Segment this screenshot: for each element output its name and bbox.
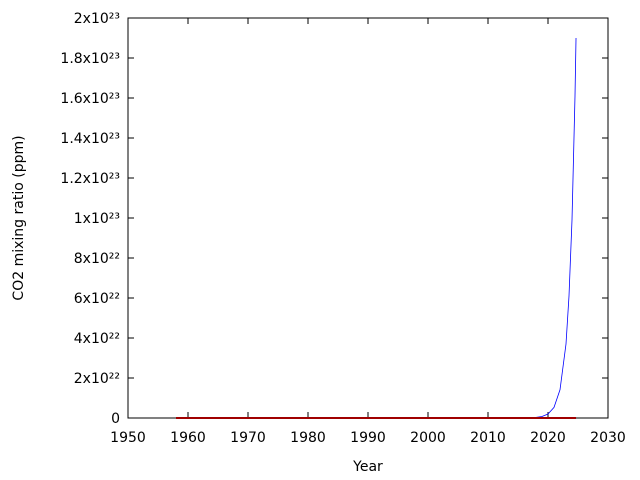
y-tick-label: 1.8x10²³	[60, 51, 120, 67]
y-tick-label: 1.4x10²³	[60, 131, 120, 147]
y-tick-label: 6x10²²	[74, 291, 120, 307]
x-tick-label: 1950	[110, 430, 146, 446]
y-tick-label: 4x10²²	[74, 331, 120, 347]
y-tick-label: 2x10²²	[74, 371, 120, 387]
y-tick-label: 1x10²³	[74, 211, 120, 227]
y-tick-label: 1.6x10²³	[60, 91, 120, 107]
x-tick-label: 1980	[290, 430, 326, 446]
plot-frame	[127, 17, 609, 419]
data-line	[176, 37, 577, 419]
y-tick-label: 0	[111, 411, 120, 427]
y-axis-label: CO2 mixing ratio (ppm)	[11, 135, 27, 300]
x-tick-label: 2020	[530, 430, 566, 446]
x-tick-label: 2030	[590, 430, 626, 446]
x-axis-label: Year	[352, 459, 383, 475]
x-tick-label: 1970	[230, 430, 266, 446]
x-tick-label: 1960	[170, 430, 206, 446]
y-tick-label: 2x10²³	[74, 11, 120, 27]
y-tick-label: 8x10²²	[74, 251, 120, 267]
y-tick-label: 1.2x10²³	[60, 171, 120, 187]
x-tick-label: 2010	[470, 430, 506, 446]
x-tick-label: 2000	[410, 430, 446, 446]
x-tick-label: 1990	[350, 430, 386, 446]
